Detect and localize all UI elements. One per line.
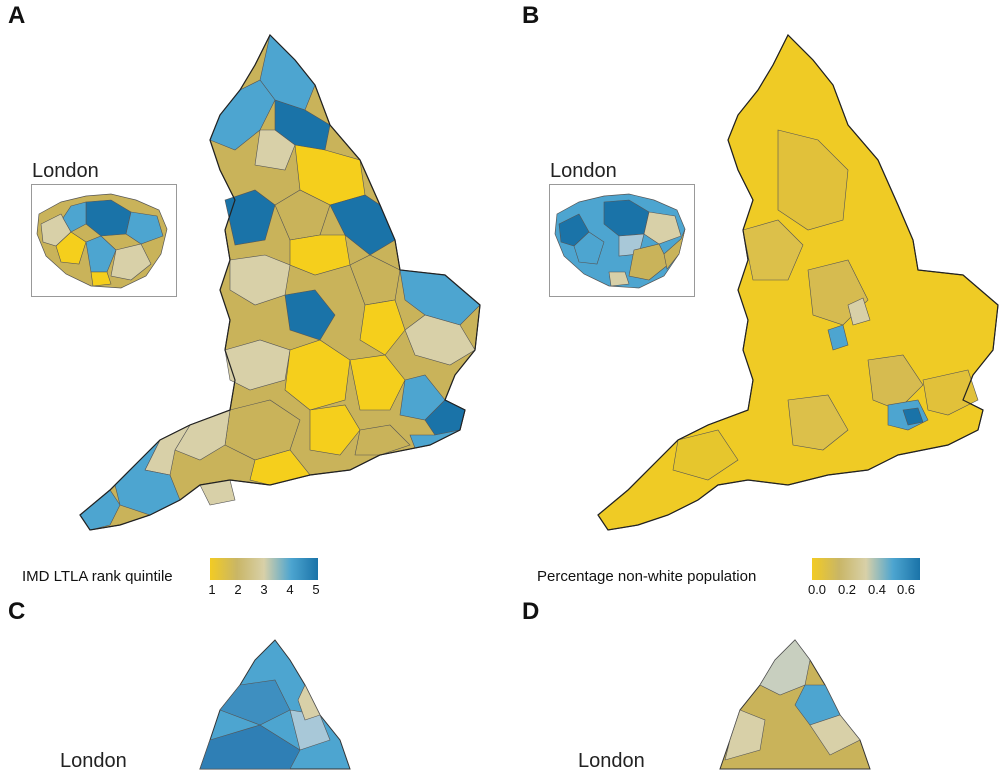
legend-tick-a: 5 (312, 582, 320, 597)
legend-colorbar-a (210, 558, 318, 580)
legend-tick-a: 3 (260, 582, 268, 597)
london-inset-label-a: London (32, 160, 99, 182)
england-map-a (79, 33, 481, 531)
london-inset-label-d: London (578, 750, 645, 772)
london-inset-label-c: London (60, 750, 127, 772)
england-map-b (597, 33, 999, 531)
legend-title-a: IMD LTLA rank quintile (22, 568, 173, 585)
london-inset-map-b (554, 193, 686, 289)
england-map-d (719, 639, 871, 770)
panel-letter-a: A (8, 2, 26, 29)
england-map-c (199, 639, 351, 770)
london-inset-label-b: London (550, 160, 617, 182)
london-inset-map-a (36, 193, 168, 289)
legend-colorbar-b (812, 558, 920, 580)
legend-tick-b: 0.4 (867, 582, 887, 597)
legend-tick-b: 0.6 (896, 582, 916, 597)
legend-tick-a: 2 (234, 582, 242, 597)
panel-letter-b: B (522, 2, 540, 29)
legend-tick-b: 0.2 (837, 582, 857, 597)
panel-letter-d: D (522, 598, 540, 625)
legend-title-b: Percentage non-white population (537, 568, 757, 585)
legend-tick-a: 1 (208, 582, 216, 597)
legend-tick-a: 4 (286, 582, 294, 597)
legend-tick-b: 0.0 (807, 582, 827, 597)
panel-letter-c: C (8, 598, 26, 625)
